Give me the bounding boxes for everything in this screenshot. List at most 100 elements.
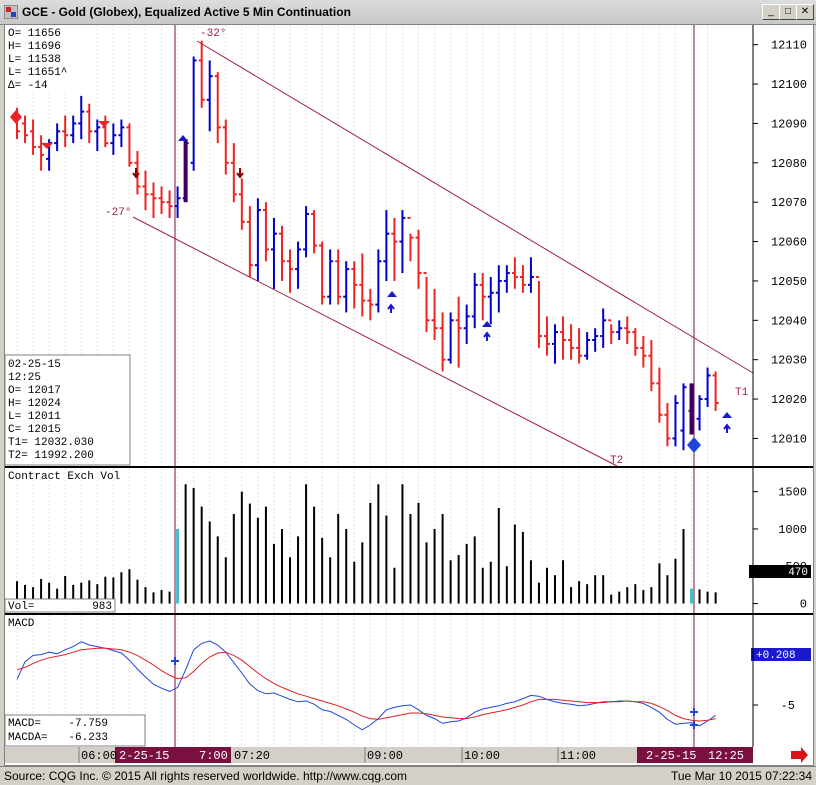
down-arrow-icon — [132, 168, 140, 179]
ohlc-bar — [503, 265, 510, 293]
price-tick-label: 12070 — [771, 196, 807, 210]
time-label-0700: 7:00 — [199, 749, 228, 763]
ohlc-bar — [86, 103, 93, 144]
t2-label: T2 — [610, 455, 623, 467]
ohlc-bar — [712, 371, 719, 411]
price-panel[interactable]: 12010 12020 12030 12040 12050 12060 12070 12080… — [5, 25, 807, 467]
app-icon — [4, 5, 18, 19]
ohlc-line-last: L= 11651^ — [8, 67, 67, 79]
cursor-time: 12:25 — [8, 372, 41, 384]
price-axis: 12010 12020 12030 12040 12050 12060 12070 12080… — [753, 39, 807, 446]
ohlc-bar — [624, 316, 631, 344]
volume-bars — [16, 484, 717, 604]
ohlc-bar — [399, 210, 406, 274]
high-angle-label: -32° — [200, 28, 226, 40]
price-tick-label: 12110 — [771, 39, 807, 53]
time-label-0900: 09:00 — [367, 749, 403, 763]
maximize-icon: □ — [784, 6, 792, 17]
macda-value: -6.233 — [68, 732, 108, 744]
ohlc-bar — [383, 210, 390, 281]
buy-triangle-4 — [722, 412, 732, 418]
macd-panel[interactable]: -5 MACD +0.208 MACD= -7.759 MACDA= -6.23… — [5, 615, 811, 747]
ohlc-bar — [118, 119, 125, 148]
ohlc-bar — [527, 257, 534, 293]
price-tick-label: 12100 — [771, 78, 807, 92]
macd-label: MACD= — [8, 718, 41, 730]
ohlc-bar — [102, 115, 109, 148]
ohlc-bar — [78, 95, 85, 140]
ohlc-bar — [70, 115, 77, 144]
time-label-1100: 11:00 — [560, 749, 596, 763]
price-tick-label: 12060 — [771, 236, 807, 250]
macd-title: MACD — [8, 618, 35, 630]
crosshair-markers — [171, 657, 698, 729]
ohlc-bar — [391, 217, 398, 281]
ohlc-bar — [254, 198, 261, 281]
ohlc-bar — [182, 139, 189, 203]
cursor-open: O= 12017 — [8, 385, 61, 397]
ohlc-bar — [295, 241, 302, 289]
minimize-button[interactable]: _ — [762, 4, 780, 20]
ohlc-bar — [616, 320, 623, 340]
price-tick-label: 12020 — [771, 393, 807, 407]
ohlc-bar — [560, 316, 567, 360]
ohlc-bar — [407, 216, 414, 262]
ohlc-bar — [423, 272, 430, 333]
maximize-button[interactable]: □ — [779, 4, 797, 20]
channel-upper-line — [196, 40, 754, 374]
ohlc-bar — [126, 123, 133, 167]
vol-value: 983 — [92, 601, 112, 613]
ohlc-bar — [648, 340, 655, 392]
ohlc-bar — [576, 328, 583, 364]
ohlc-bar — [463, 304, 470, 344]
cursor-readout-box: 02-25-15 12:25 O= 12017 H= 12024 L= 1201… — [5, 354, 131, 466]
close-button[interactable]: ✕ — [796, 4, 814, 20]
time-label-1000: 10:00 — [464, 749, 500, 763]
ohlc-bar — [311, 210, 318, 254]
ohlc-line-open: O= 11656 — [8, 28, 61, 40]
ohlc-bar — [206, 60, 213, 132]
ohlc-bar — [54, 123, 61, 151]
ohlc-bar — [166, 190, 173, 218]
cursor-t1: T1= 12032.030 — [8, 437, 94, 449]
time-axis[interactable]: 06:00 2-25-15 7:00 07:20 09:00 10:00 11:… — [5, 747, 808, 763]
sell-triangle-2 — [98, 121, 110, 127]
ohlc-bar — [134, 151, 141, 195]
ohlc-line-low: L= 11538 — [8, 54, 61, 66]
cursor-high: H= 12024 — [8, 398, 61, 410]
ohlc-bar — [303, 206, 310, 258]
ohlc-bar — [287, 249, 294, 293]
volume-panel[interactable]: 050010001500 Contract Exch Vol 470 Vol= … — [5, 468, 811, 613]
crosshair-icon — [171, 657, 179, 665]
vol-label: Vol= — [8, 601, 34, 613]
chart-frame: 12010 12020 12030 12040 12050 12060 12070 12080… — [4, 24, 814, 766]
buy-triangle-1 — [178, 135, 188, 141]
ohlc-bar — [584, 332, 591, 360]
minimize-icon: _ — [768, 6, 774, 17]
ohlc-bar — [439, 312, 446, 372]
ohlc-bar — [600, 308, 607, 348]
channel-lower-line — [132, 216, 618, 467]
ohlc-bar — [680, 383, 687, 451]
ohlc-bar — [190, 56, 197, 171]
ohlc-bar — [230, 143, 237, 203]
chart-canvas[interactable]: 12010 12020 12030 12040 12050 12060 12070 12080… — [5, 25, 813, 765]
ohlc-bar — [142, 170, 149, 211]
volume-axis: 050010001500 — [753, 486, 807, 612]
buy-triangle-3 — [482, 321, 492, 327]
ohlc-bar — [704, 367, 711, 407]
time-label-date-right: 2-25-15 — [646, 749, 696, 763]
ohlc-bar — [640, 336, 647, 368]
ohlc-bar — [343, 261, 350, 313]
ohlc-bar — [592, 328, 599, 352]
down-arrow-icon — [236, 168, 244, 179]
status-datetime: Tue Mar 10 2015 07:22:34 — [671, 769, 812, 783]
price-tick-label: 12080 — [771, 157, 807, 171]
scroll-right-arrow-icon[interactable] — [791, 747, 808, 763]
cursor-date-tag-right — [637, 747, 753, 763]
cursor-low: L= 12011 — [8, 411, 61, 423]
up-arrow-icon — [483, 331, 491, 341]
ohlc-bar — [632, 328, 639, 356]
ohlc-bar — [30, 119, 37, 155]
ohlc-bar — [519, 265, 526, 293]
